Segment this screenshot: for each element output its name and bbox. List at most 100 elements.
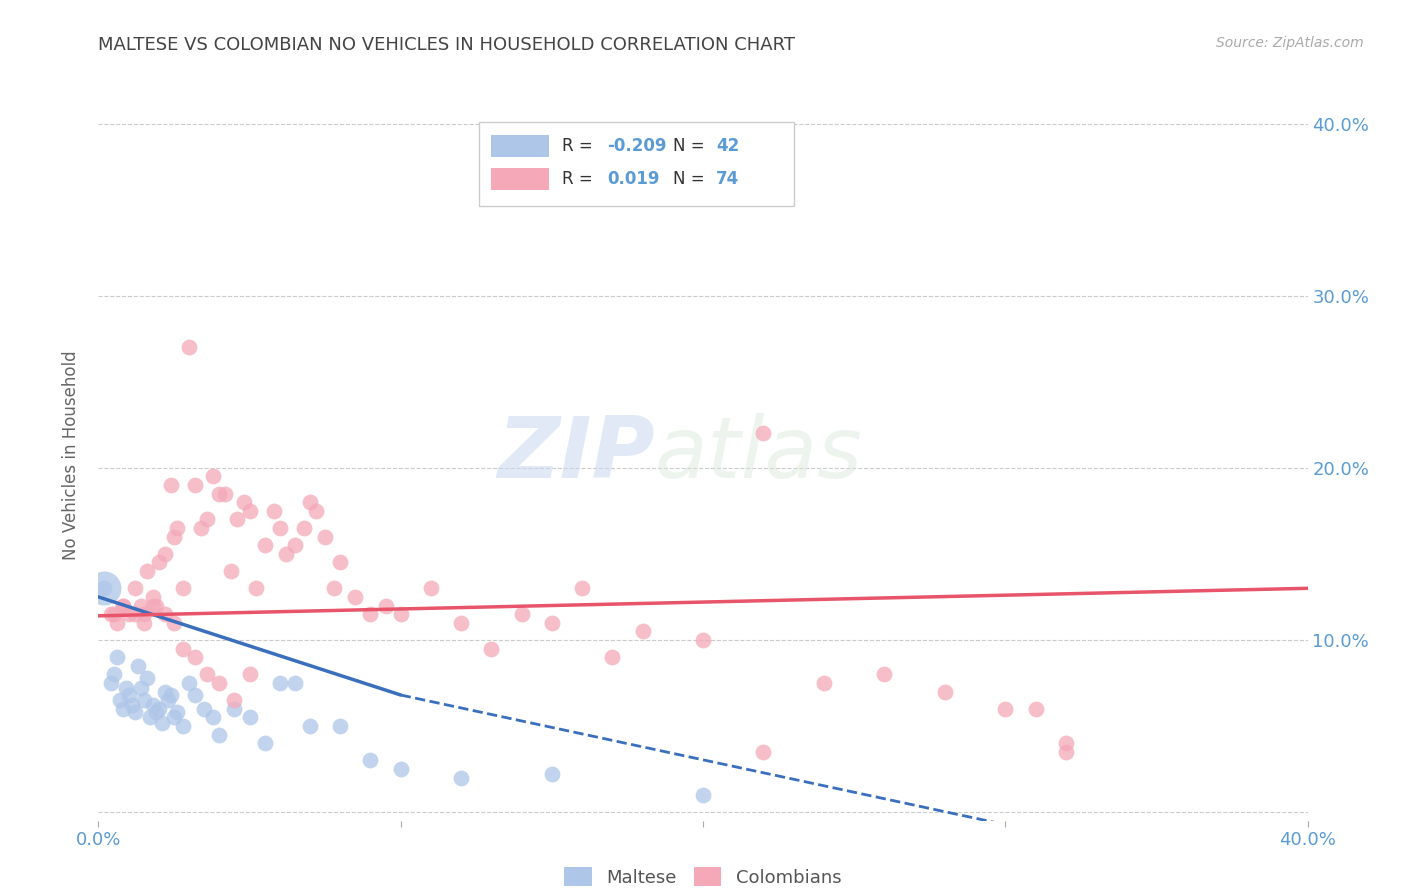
Point [145, 599, 167, 613]
Point [263, 504, 285, 518]
Point [274, 547, 297, 561]
FancyBboxPatch shape [479, 122, 793, 206]
Y-axis label: No Vehicles in Household: No Vehicles in Household [62, 350, 80, 560]
Point [284, 538, 307, 552]
Bar [492, 169, 550, 190]
Point [208, 676, 231, 690]
Point [226, 512, 249, 526]
Point [253, 538, 276, 552]
Point [114, 681, 136, 695]
Point [156, 693, 179, 707]
Point [1054, 736, 1077, 750]
Point [132, 615, 155, 630]
Point [103, 607, 125, 621]
Point [105, 650, 128, 665]
Point [124, 607, 146, 621]
Point [129, 599, 152, 613]
Legend: Maltese, Colombians: Maltese, Colombians [557, 860, 849, 892]
Point [1024, 702, 1046, 716]
Point [132, 693, 155, 707]
Point [179, 340, 201, 354]
Point [118, 607, 141, 621]
Point [172, 641, 194, 656]
Point [239, 504, 262, 518]
Point [184, 478, 207, 492]
Point [329, 556, 352, 570]
Point [124, 582, 146, 596]
Point [571, 582, 593, 596]
Point [135, 564, 157, 578]
Point [344, 590, 367, 604]
Point [145, 705, 167, 719]
Point [1054, 745, 1077, 759]
Point [153, 684, 176, 698]
Point [121, 698, 143, 713]
Text: ZIP: ZIP [496, 413, 655, 497]
Point [150, 715, 173, 730]
Point [160, 688, 183, 702]
Point [163, 530, 186, 544]
Point [172, 719, 194, 733]
Point [179, 676, 201, 690]
Point [195, 512, 218, 526]
Point [510, 607, 533, 621]
Point [239, 667, 262, 681]
Point [190, 521, 212, 535]
Point [269, 521, 291, 535]
Point [752, 745, 775, 759]
Point [420, 582, 443, 596]
Point [245, 582, 267, 596]
Point [135, 671, 157, 685]
Point [118, 688, 141, 702]
Point [108, 693, 131, 707]
Text: R =: R = [561, 137, 598, 155]
Point [813, 676, 835, 690]
Text: 0.019: 0.019 [607, 170, 659, 188]
Point [374, 599, 396, 613]
Point [100, 676, 122, 690]
Point [111, 599, 134, 613]
Point [166, 705, 188, 719]
Point [103, 667, 125, 681]
Point [93, 582, 115, 596]
Point [450, 615, 472, 630]
Point [540, 615, 562, 630]
Point [602, 650, 624, 665]
Point [253, 736, 276, 750]
Point [481, 641, 503, 656]
Point [389, 762, 412, 776]
Point [163, 710, 186, 724]
Point [166, 521, 188, 535]
Point [111, 599, 134, 613]
Point [111, 702, 134, 716]
Point [184, 650, 207, 665]
Point [163, 615, 186, 630]
Point [142, 599, 165, 613]
Point [314, 530, 336, 544]
Point [148, 702, 170, 716]
Text: R =: R = [561, 170, 598, 188]
Point [127, 658, 149, 673]
Point [631, 624, 654, 639]
Text: 42: 42 [716, 137, 740, 155]
Point [202, 469, 225, 483]
Point [195, 667, 218, 681]
Point [540, 767, 562, 781]
Point [329, 719, 352, 733]
Point [232, 495, 254, 509]
Point [221, 564, 243, 578]
Point [214, 486, 236, 500]
Point [305, 504, 328, 518]
Text: atlas: atlas [655, 413, 863, 497]
Point [142, 590, 165, 604]
Point [292, 521, 315, 535]
Point [142, 698, 165, 713]
Point [323, 582, 346, 596]
Point [172, 582, 194, 596]
Point [873, 667, 896, 681]
Point [202, 710, 225, 724]
Point [239, 710, 262, 724]
Bar [492, 136, 550, 157]
Point [184, 688, 207, 702]
Point [193, 702, 215, 716]
